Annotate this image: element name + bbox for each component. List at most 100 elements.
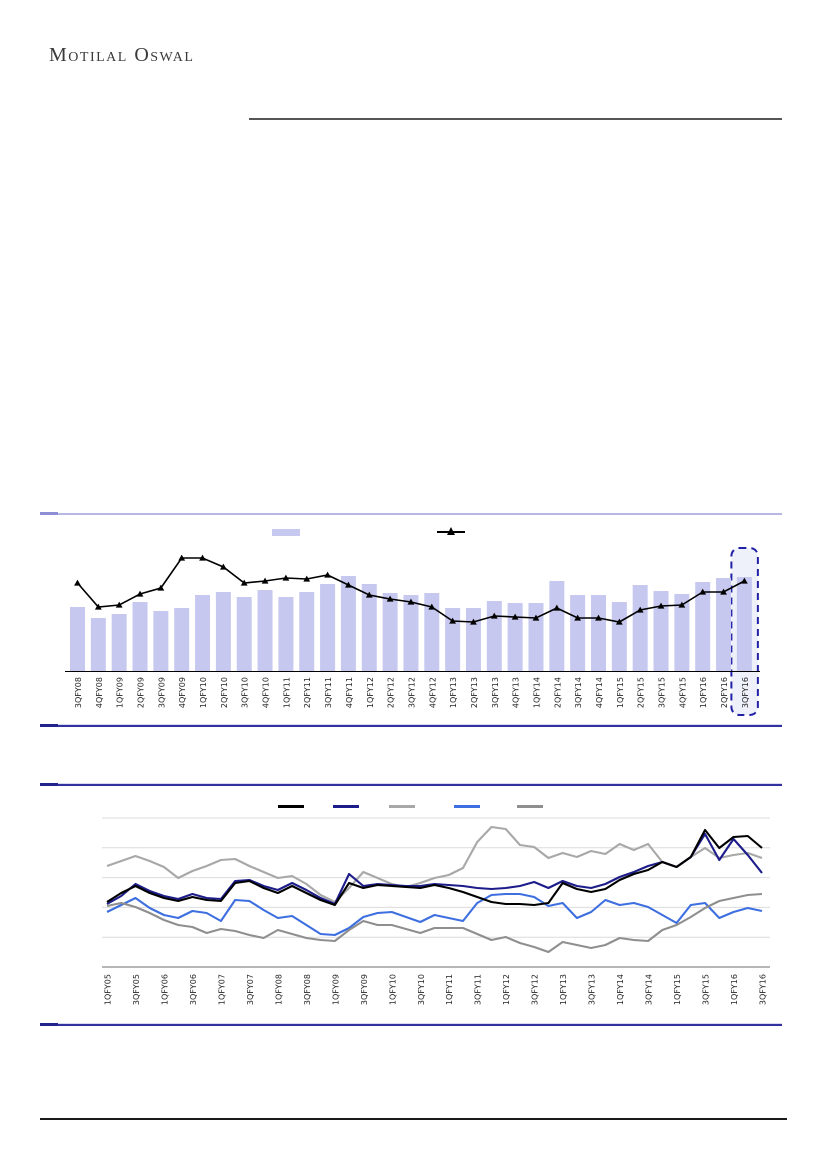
x-tick-label: 2QFY14 xyxy=(553,677,562,708)
bar xyxy=(299,592,315,671)
legend-line-swatch-3 xyxy=(389,805,415,808)
x-tick-label: 3QFY08 xyxy=(303,974,312,1005)
x-tick-label: 3QFY12 xyxy=(531,974,540,1005)
bar xyxy=(674,594,690,671)
x-tick-label: 1QFY09 xyxy=(116,677,125,708)
bar xyxy=(90,618,106,671)
x-tick-label: 3QFY09 xyxy=(360,974,369,1005)
bar xyxy=(424,593,440,671)
legend-line-swatch-5 xyxy=(517,805,543,808)
x-tick-label: 1QFY07 xyxy=(217,974,226,1005)
x-tick-label: 3QFY11 xyxy=(324,677,333,708)
bar xyxy=(195,595,211,671)
bar xyxy=(570,595,586,671)
bar xyxy=(611,602,627,671)
x-tick-label: 1QFY13 xyxy=(449,677,458,708)
x-tick-label: 1QFY16 xyxy=(730,974,739,1005)
legend-line-swatch-4 xyxy=(454,805,480,808)
bar xyxy=(320,584,336,671)
triangle-marker xyxy=(553,604,561,611)
triangle-marker xyxy=(720,588,727,595)
x-tick-label: 3QFY16 xyxy=(759,974,768,1005)
bar xyxy=(507,603,523,671)
x-tick-label: 3QFY16 xyxy=(741,677,750,708)
x-tick-label: 1QFY11 xyxy=(445,974,454,1005)
x-tick-label: 4QFY10 xyxy=(262,677,271,708)
triangle-marker xyxy=(219,563,227,570)
x-tick-label: 4QFY12 xyxy=(428,677,437,708)
x-tick-label: 4QFY15 xyxy=(678,677,687,708)
x-tick-label: 3QFY12 xyxy=(407,677,416,708)
x-tick-label: 1QFY12 xyxy=(502,974,511,1005)
line-series-4 xyxy=(106,892,763,937)
bar xyxy=(632,585,648,671)
bar xyxy=(716,578,732,671)
x-tick-label: 1QFY15 xyxy=(673,974,682,1005)
line-series-5 xyxy=(106,892,763,954)
triangle-marker xyxy=(303,575,311,582)
triangle-marker xyxy=(740,577,748,584)
legend-line-swatch-1 xyxy=(278,805,304,808)
triangle-marker xyxy=(178,554,186,561)
section2-bottom-rule xyxy=(40,1023,782,1026)
bar xyxy=(257,590,273,671)
x-tick-label: 3QFY06 xyxy=(189,974,198,1005)
bar xyxy=(736,577,752,671)
legend-line-swatch-2 xyxy=(333,805,359,808)
x-tick-label: 3QFY15 xyxy=(658,677,667,708)
x-tick-label: 2QFY09 xyxy=(137,677,146,708)
x-tick-label: 3QFY13 xyxy=(491,677,500,708)
section2-top-rule xyxy=(40,783,782,786)
bar xyxy=(278,597,294,671)
triangle-marker xyxy=(386,595,394,602)
x-tick-label: 1QFY08 xyxy=(274,974,283,1005)
triangle-marker xyxy=(407,598,415,605)
x-tick-label: 1QFY06 xyxy=(160,974,169,1005)
x-tick-label: 3QFY13 xyxy=(588,974,597,1005)
x-tick-label: 1QFY05 xyxy=(104,974,113,1005)
bar xyxy=(70,607,85,671)
x-tick-label: 4QFY09 xyxy=(178,677,187,708)
legend-bar-swatch xyxy=(272,529,300,536)
bar xyxy=(591,595,606,671)
rule-cap xyxy=(40,724,58,727)
triangle-marker xyxy=(115,601,123,608)
x-tick-label: 4QFY14 xyxy=(595,677,604,708)
bar xyxy=(153,611,169,671)
x-tick-label: 3QFY14 xyxy=(645,974,654,1005)
x-tick-label: 3QFY15 xyxy=(702,974,711,1005)
header-divider xyxy=(249,118,782,120)
triangle-marker xyxy=(699,588,707,595)
x-tick-label: 3QFY11 xyxy=(474,974,483,1005)
bar xyxy=(403,595,419,671)
bar xyxy=(465,608,481,671)
x-tick-label: 1QFY09 xyxy=(331,974,340,1005)
brand-logo: Motilal Oswal xyxy=(49,44,195,66)
line-series-1 xyxy=(106,828,763,907)
x-tick-label: 1QFY16 xyxy=(699,677,708,708)
triangle-marker xyxy=(136,590,144,597)
triangle-marker xyxy=(470,618,477,625)
x-tick-label: 4QFY11 xyxy=(345,677,354,708)
rule-cap xyxy=(40,783,58,786)
x-tick-label: 2QFY12 xyxy=(387,677,396,708)
x-tick-label: 3QFY08 xyxy=(74,677,83,708)
triangle-marker xyxy=(261,577,269,584)
x-tick-label: 1QFY10 xyxy=(199,677,208,708)
triangle-marker xyxy=(678,601,686,608)
x-tick-label: 2QFY15 xyxy=(637,677,646,708)
rule-cap xyxy=(40,1023,58,1026)
section1-top-rule xyxy=(40,512,782,515)
x-tick-label: 4QFY13 xyxy=(512,677,521,708)
x-tick-label: 1QFY12 xyxy=(366,677,375,708)
triangle-marker xyxy=(74,579,81,586)
triangle-marker xyxy=(657,602,665,609)
bar xyxy=(340,576,356,671)
x-tick-label: 2QFY16 xyxy=(720,677,729,708)
bar xyxy=(215,592,231,671)
triangle-marker xyxy=(595,614,602,621)
bar xyxy=(653,591,669,671)
x-tick-label: 1QFY14 xyxy=(532,677,541,708)
line-series-3 xyxy=(106,825,763,904)
